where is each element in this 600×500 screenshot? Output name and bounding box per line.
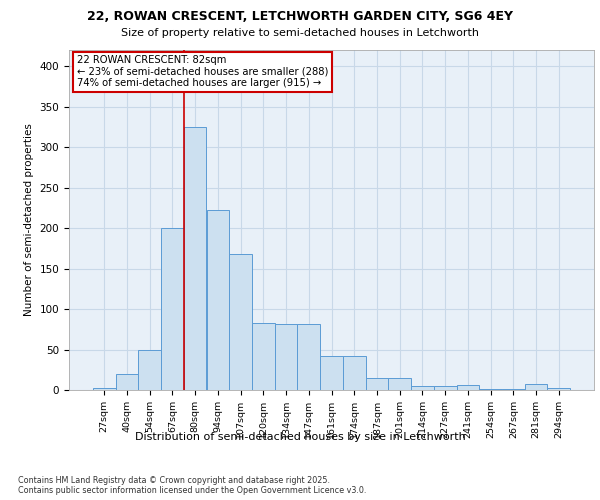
- Bar: [275, 324, 298, 390]
- Text: 22 ROWAN CRESCENT: 82sqm
← 23% of semi-detached houses are smaller (288)
74% of : 22 ROWAN CRESCENT: 82sqm ← 23% of semi-d…: [77, 55, 328, 88]
- Text: 22, ROWAN CRESCENT, LETCHWORTH GARDEN CITY, SG6 4EY: 22, ROWAN CRESCENT, LETCHWORTH GARDEN CI…: [87, 10, 513, 23]
- Bar: [229, 254, 252, 390]
- Bar: [365, 378, 388, 390]
- Bar: [434, 386, 457, 390]
- Y-axis label: Number of semi-detached properties: Number of semi-detached properties: [24, 124, 34, 316]
- Bar: [388, 378, 411, 390]
- Bar: [298, 324, 320, 390]
- Bar: [343, 356, 365, 390]
- Text: Size of property relative to semi-detached houses in Letchworth: Size of property relative to semi-detach…: [121, 28, 479, 38]
- Bar: [457, 385, 479, 390]
- Bar: [252, 323, 275, 390]
- Bar: [206, 210, 229, 390]
- Bar: [116, 374, 139, 390]
- Bar: [320, 356, 343, 390]
- Text: Contains HM Land Registry data © Crown copyright and database right 2025.
Contai: Contains HM Land Registry data © Crown c…: [18, 476, 367, 495]
- Bar: [547, 388, 570, 390]
- Bar: [161, 228, 184, 390]
- Bar: [93, 388, 116, 390]
- Bar: [139, 350, 161, 390]
- Bar: [411, 386, 434, 390]
- Bar: [502, 389, 524, 390]
- Bar: [479, 389, 502, 390]
- Bar: [184, 127, 206, 390]
- Bar: [524, 384, 547, 390]
- Text: Distribution of semi-detached houses by size in Letchworth: Distribution of semi-detached houses by …: [134, 432, 466, 442]
